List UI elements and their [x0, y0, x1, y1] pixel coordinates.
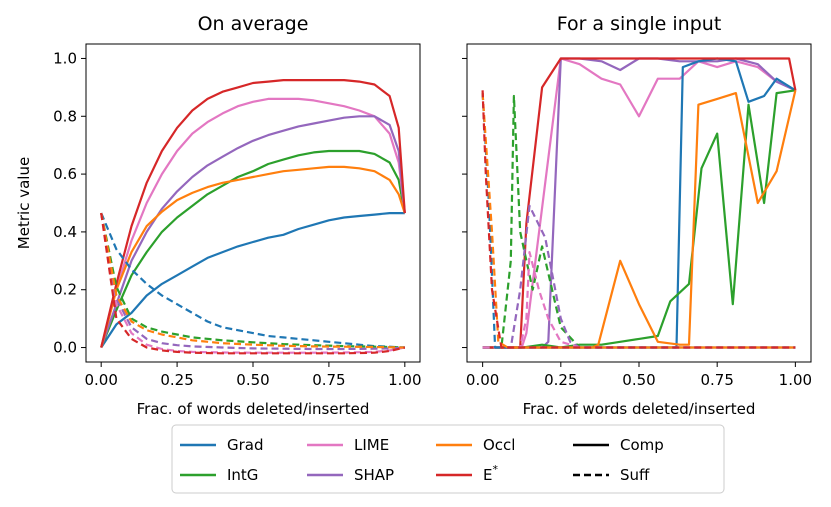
x-tick-label: 0.25: [160, 371, 193, 389]
legend-label-suff: Suff: [620, 466, 650, 484]
chart-panel-1: 0.00 0.25 0.50 0.75 1.00 0.0 0.2 0.4 0.6 0.8 1.0 On…: [15, 13, 422, 418]
legend-label-intg: IntG: [227, 466, 258, 484]
series-line-lime-comp: [482, 57, 796, 349]
y-tick-label: 0.0: [53, 339, 77, 357]
chart-title: For a single input: [557, 13, 722, 35]
legend-label-grad: Grad: [227, 436, 264, 454]
series-line-intg-comp: [100, 149, 406, 348]
x-tick-label: 0.75: [700, 371, 733, 389]
series-group: [481, 57, 797, 349]
x-tick-label: 0.50: [622, 371, 655, 389]
series-line-intg-suff: [100, 212, 405, 349]
series-line-lime-suff: [482, 251, 796, 349]
y-tick-label: 0.2: [53, 281, 77, 299]
legend-label-lime: LIME: [354, 436, 389, 454]
legend-label-occl: Occl: [483, 436, 515, 454]
series-line-estar-comp: [482, 57, 797, 349]
y-tick-label: 0.6: [53, 165, 77, 183]
series-line-estar-suff: [481, 90, 796, 349]
y-axis-label: Metric value: [15, 157, 33, 249]
series-line-shap-suff: [100, 212, 405, 351]
x-tick-label: 0.75: [312, 371, 345, 389]
series-line-occl-comp: [482, 90, 797, 349]
series-line-occl-suff: [481, 93, 796, 349]
y-tick-label: 1.0: [53, 49, 77, 67]
plot-frame: [85, 43, 421, 363]
x-axis-label: Frac. of words deleted/inserted: [523, 400, 756, 418]
x-tick-label: 1.00: [779, 371, 812, 389]
chart-panel-2: 0.00 0.25 0.50 0.75 1.00 For a single input Fr…: [462, 13, 812, 418]
series-line-grad-suff: [100, 212, 405, 349]
series-line-occl-comp: [100, 165, 406, 348]
chart-title: On average: [198, 13, 309, 35]
x-tick-label: 0.00: [466, 371, 499, 389]
legend-label-shap: SHAP: [354, 466, 394, 484]
x-tick-label: 0.25: [544, 371, 577, 389]
legend-label-comp: Comp: [620, 436, 664, 454]
series-line-estar-comp: [100, 78, 406, 348]
y-tick-label: 0.8: [53, 107, 77, 125]
x-tick-label: 0.00: [84, 371, 117, 389]
series-line-estar-suff: [100, 212, 406, 355]
series-line-lime-comp: [100, 97, 406, 348]
x-axis-label: Frac. of words deleted/inserted: [137, 400, 370, 418]
y-tick-label: 0.4: [53, 223, 77, 241]
x-tick-label: 1.00: [388, 371, 421, 389]
series-group: [100, 78, 406, 355]
series-line-grad-comp: [100, 212, 405, 349]
x-tick-label: 0.50: [236, 371, 269, 389]
